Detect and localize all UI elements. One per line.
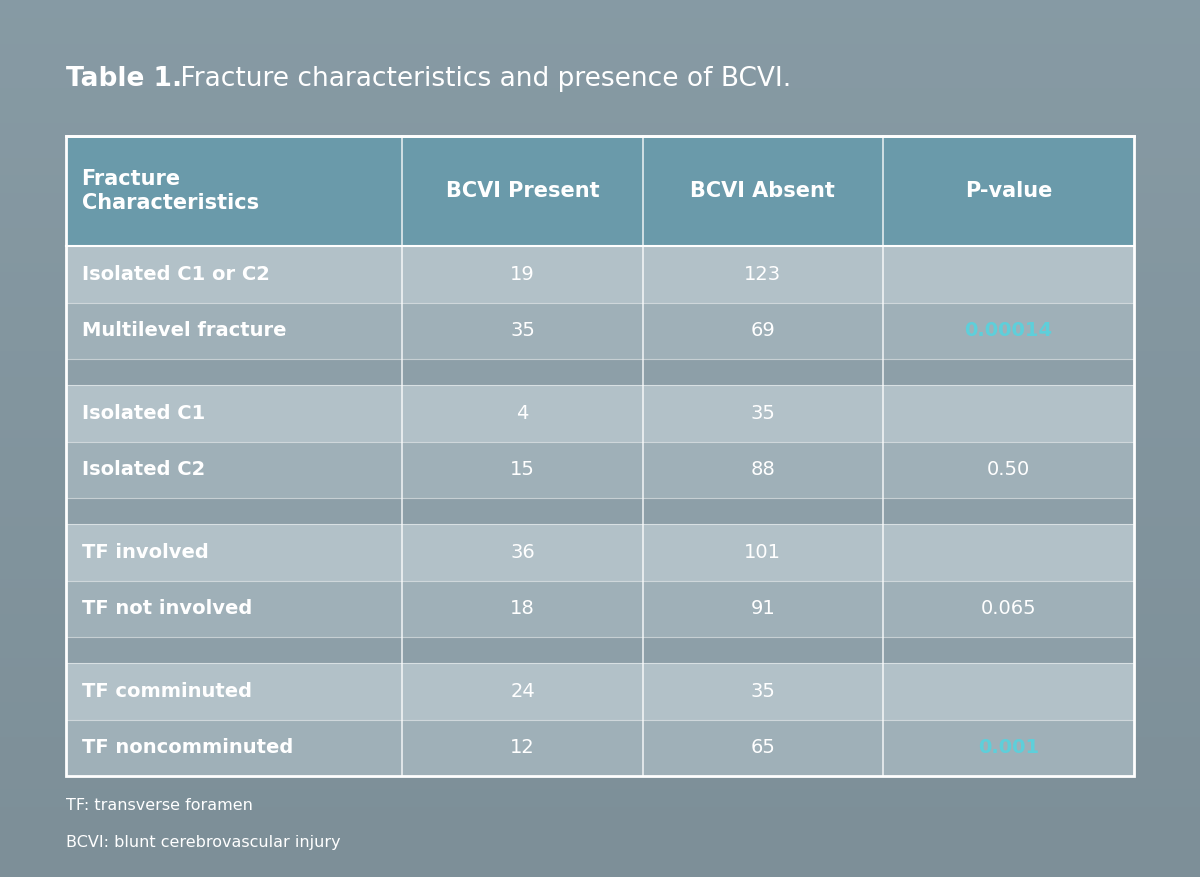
Text: Isolated C1 or C2: Isolated C1 or C2 [82,265,270,284]
Text: 36: 36 [510,543,535,562]
Text: P-value: P-value [965,181,1052,201]
Text: Table 1.: Table 1. [66,66,182,92]
Text: 123: 123 [744,265,781,284]
Text: BCVI: blunt cerebrovascular injury: BCVI: blunt cerebrovascular injury [66,835,341,850]
Bar [66,385,1134,442]
Text: 35: 35 [510,321,535,340]
Text: 24: 24 [510,682,535,701]
Text: 35: 35 [750,404,775,423]
Bar [66,720,1134,776]
Text: 35: 35 [750,682,775,701]
Bar [66,663,1134,720]
Text: TF: transverse foramen: TF: transverse foramen [66,798,253,813]
Text: 15: 15 [510,460,535,480]
Text: TF comminuted: TF comminuted [82,682,252,701]
Bar [66,637,1134,663]
Bar [66,136,1134,246]
Text: 91: 91 [750,599,775,618]
Text: Fracture characteristics and presence of BCVI.: Fracture characteristics and presence of… [172,66,791,92]
Text: 0.001: 0.001 [978,738,1039,758]
Text: TF involved: TF involved [82,543,209,562]
Text: Isolated C1: Isolated C1 [82,404,205,423]
Text: 12: 12 [510,738,535,758]
Text: 18: 18 [510,599,535,618]
Text: 0.00014: 0.00014 [965,321,1052,340]
Bar [66,359,1134,385]
Text: Fracture
Characteristics: Fracture Characteristics [82,169,259,212]
Text: 69: 69 [750,321,775,340]
Text: 4: 4 [516,404,529,423]
Bar [66,498,1134,524]
Text: TF noncomminuted: TF noncomminuted [82,738,293,758]
Text: Multilevel fracture: Multilevel fracture [82,321,286,340]
Text: TF not involved: TF not involved [82,599,252,618]
Text: 0.065: 0.065 [980,599,1037,618]
Bar [66,581,1134,637]
Text: 0.50: 0.50 [986,460,1030,480]
Bar [66,136,1134,776]
Text: BCVI Absent: BCVI Absent [690,181,835,201]
Bar [66,246,1134,303]
Text: 88: 88 [750,460,775,480]
Bar [66,303,1134,359]
Text: BCVI Present: BCVI Present [445,181,599,201]
Bar [66,442,1134,498]
Text: 19: 19 [510,265,535,284]
Text: 65: 65 [750,738,775,758]
Text: Isolated C2: Isolated C2 [82,460,205,480]
Bar [66,524,1134,581]
Text: 101: 101 [744,543,781,562]
